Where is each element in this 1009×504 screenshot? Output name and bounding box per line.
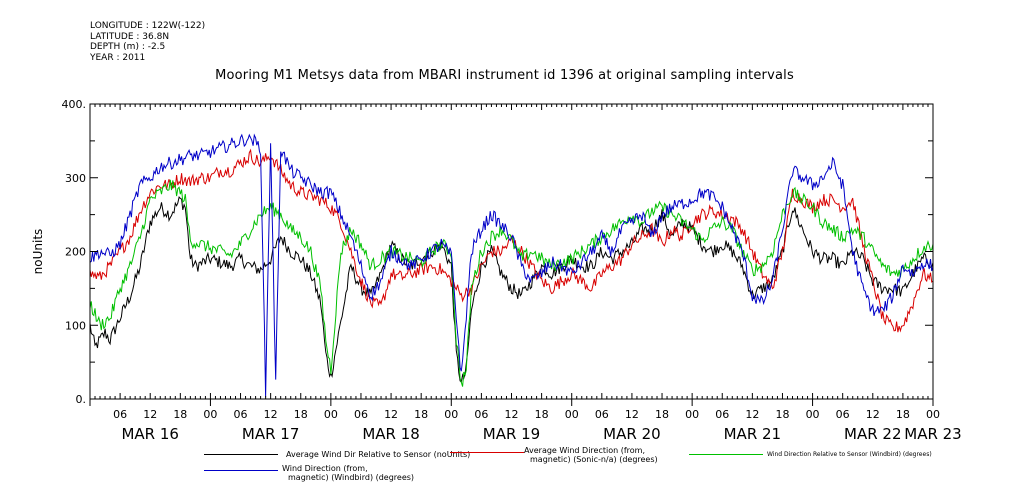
legend-label-line2: magnetic) (Windbird) (degrees)	[288, 473, 415, 482]
latitude-label: LATITUDE : 36.8N	[90, 31, 170, 42]
x-tick-label: 12	[505, 408, 519, 421]
metadata-block: LONGITUDE : 122W(-122) LATITUDE : 36.8N …	[90, 21, 205, 63]
x-tick-label: 18	[896, 408, 910, 421]
x-tick-label: 00	[324, 408, 338, 421]
x-tick-label: 00	[806, 408, 820, 421]
legend-swatch	[204, 470, 278, 471]
x-tick-label: 12	[745, 408, 759, 421]
x-tick-label: 06	[715, 408, 729, 421]
y-tick-label: 200	[65, 246, 86, 259]
x-tick-label: 18	[655, 408, 669, 421]
x-tick-label: 00	[444, 408, 458, 421]
y-axis-label: noUnits	[31, 229, 45, 275]
legend-entry-3: Wind Direction (from, magnetic) (Windbir…	[204, 464, 444, 486]
x-tick-label: 06	[474, 408, 488, 421]
x-tick-label: 12	[143, 408, 157, 421]
x-tick-label: 00	[565, 408, 579, 421]
x-tick-label: 00	[203, 408, 217, 421]
x-tick-label: 18	[775, 408, 789, 421]
legend-label: Wind Direction Relative to Sensor (Windb…	[767, 451, 932, 458]
x-tick-label: 00	[926, 408, 940, 421]
x-day-label: MAR 22	[844, 425, 901, 443]
legend-swatch	[450, 452, 524, 453]
x-day-label: MAR 18	[362, 425, 419, 443]
x-tick-label: 18	[414, 408, 428, 421]
legend-entry-1: Average Wind Direction (from, magnetic) …	[450, 446, 670, 468]
x-tick-label: 12	[384, 408, 398, 421]
y-tick-label: 100	[65, 319, 86, 332]
legend-label-line2: magnetic) (Sonic-n/a) (degrees)	[530, 455, 658, 464]
legend-swatch	[204, 454, 278, 455]
x-day-label: MAR 17	[242, 425, 299, 443]
legend-label: Wind Direction (from,	[282, 464, 368, 473]
x-day-label: MAR 19	[483, 425, 540, 443]
x-tick-label: 18	[294, 408, 308, 421]
depth-label: DEPTH (m) : -2.5	[90, 42, 166, 52]
series-line-0	[89, 196, 934, 383]
x-day-label: MAR 21	[724, 425, 781, 443]
x-tick-label: 12	[264, 408, 278, 421]
x-tick-label: 06	[595, 408, 609, 421]
series-line-3	[89, 133, 934, 398]
x-tick-label: 18	[535, 408, 549, 421]
axes-layer: 06 12 18 00 06 12 18 00 06 12 18 00 06 12 18 00 06 12 18 00…	[62, 98, 962, 443]
y-tick-label: 400.	[62, 98, 87, 111]
legend-label: Average Wind Dir Relative to Sensor (noU…	[286, 450, 471, 459]
x-tick-label: 06	[836, 408, 850, 421]
x-tick-label: 00	[685, 408, 699, 421]
y-tick-label: 300	[65, 172, 86, 185]
x-tick-label: 06	[234, 408, 248, 421]
x-tick-label: 18	[173, 408, 187, 421]
series-line-1	[89, 148, 934, 333]
legend-swatch	[689, 454, 763, 455]
year-label: YEAR : 2011	[90, 52, 146, 63]
longitude-label: LONGITUDE : 122W(-122)	[90, 21, 206, 31]
x-day-label: MAR 20	[603, 425, 660, 443]
x-day-label: MAR 16	[121, 425, 178, 443]
x-tick-label: 06	[113, 408, 127, 421]
y-tick-label: 0.	[76, 393, 87, 406]
legend-entry-2: Wind Direction Relative to Sensor (Windb…	[689, 449, 989, 469]
chart-title: Mooring M1 Metsys data from MBARI instru…	[215, 68, 794, 83]
x-tick-label: 06	[354, 408, 368, 421]
x-tick-label: 12	[866, 408, 880, 421]
x-day-label: MAR 23	[904, 425, 961, 443]
legend-entry-0: Average Wind Dir Relative to Sensor (noU…	[204, 449, 474, 469]
series-line-2	[89, 179, 934, 387]
x-tick-label: 12	[625, 408, 639, 421]
series-layer	[89, 133, 934, 398]
legend-label: Average Wind Direction (from,	[524, 446, 646, 455]
